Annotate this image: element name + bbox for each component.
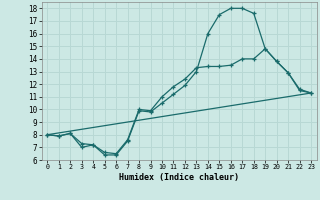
X-axis label: Humidex (Indice chaleur): Humidex (Indice chaleur) xyxy=(119,173,239,182)
